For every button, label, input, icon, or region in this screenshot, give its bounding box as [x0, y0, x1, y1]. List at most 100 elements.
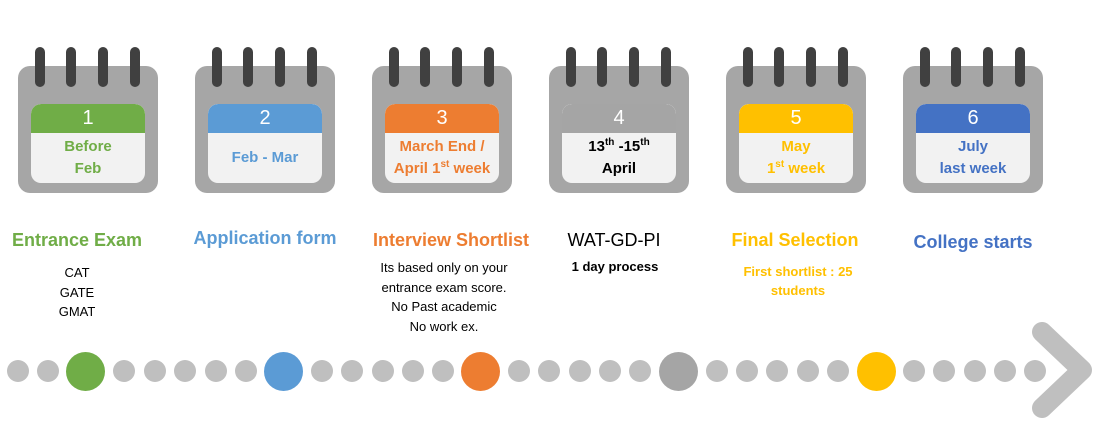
calendar-ring — [838, 47, 848, 87]
calendar-ring — [307, 47, 317, 87]
timeline-dot — [736, 360, 758, 382]
timeline-dot — [1024, 360, 1046, 382]
step-desc-line: No Past academic — [391, 299, 497, 314]
timeline-dot — [903, 360, 925, 382]
step-number: 4 — [562, 104, 676, 133]
calendar-ring — [806, 47, 816, 87]
step-date-line1: 13th -15th — [588, 137, 650, 156]
timeline-dot — [797, 360, 819, 382]
calendar-ring — [920, 47, 930, 87]
calendar-ring — [212, 47, 222, 87]
calendar-step-5: 5 May 1st week — [726, 47, 866, 193]
calendar-ring — [130, 47, 140, 87]
step-date-line1: May — [781, 138, 811, 155]
step-desc-1: CAT GATE GMAT — [0, 263, 172, 322]
calendar-ring — [983, 47, 993, 87]
timeline-dot — [964, 360, 986, 382]
timeline-dot — [599, 360, 621, 382]
calendar-ring — [597, 47, 607, 87]
step-date-line1: Feb - Mar — [231, 149, 299, 166]
timeline-dot — [174, 360, 196, 382]
timeline-dot-step-3 — [461, 352, 500, 391]
step-date: March End / April 1st week — [385, 133, 499, 183]
calendar-ring — [951, 47, 961, 87]
calendar-ring — [35, 47, 45, 87]
timeline-dot — [994, 360, 1016, 382]
calendar-ring — [661, 47, 671, 87]
calendar-ring — [452, 47, 462, 87]
step-number: 1 — [31, 104, 145, 133]
step-date: Feb - Mar — [208, 133, 322, 183]
calendar-sheet: 5 May 1st week — [739, 104, 853, 183]
calendar-sheet: 1 Before Feb — [31, 104, 145, 183]
calendar-ring — [566, 47, 576, 87]
step-title-4: WAT-GD-PI — [567, 230, 661, 250]
calendar-sheet: 3 March End / April 1st week — [385, 104, 499, 183]
timeline-dot — [113, 360, 135, 382]
step-title-6: College starts — [913, 232, 1033, 252]
timeline-dot — [538, 360, 560, 382]
timeline-dot — [432, 360, 454, 382]
calendar-sheet: 6 July last week — [916, 104, 1030, 183]
timeline-dot — [144, 360, 166, 382]
step-desc-5: First shortlist : 25 students — [703, 262, 893, 300]
timeline-dot — [372, 360, 394, 382]
step-number: 2 — [208, 104, 322, 133]
step-desc-line: entrance exam score. — [381, 279, 507, 295]
step-date-line2: last week — [939, 160, 1007, 177]
calendar-ring — [743, 47, 753, 87]
timeline-dot — [933, 360, 955, 382]
timeline-dot — [7, 360, 29, 382]
step-title-1: Entrance Exam — [11, 230, 143, 250]
step-date-line1: Before — [64, 138, 112, 155]
calendar-step-3: 3 March End / April 1st week — [372, 47, 512, 193]
calendar-ring — [629, 47, 639, 87]
timeline-dot — [827, 360, 849, 382]
timeline-dot — [205, 360, 227, 382]
chevron-right-icon — [1032, 322, 1092, 418]
timeline-dot — [766, 360, 788, 382]
calendar-step-6: 6 July last week — [903, 47, 1043, 193]
timeline-dot — [311, 360, 333, 382]
timeline-dot — [37, 360, 59, 382]
step-date-line2: 1st week — [766, 159, 826, 178]
calendar-ring — [243, 47, 253, 87]
timeline-dot-step-1 — [66, 352, 105, 391]
timeline-dot — [235, 360, 257, 382]
timeline-dot — [629, 360, 651, 382]
step-title-2: Application form — [193, 228, 337, 248]
step-desc-4: 1 day process — [520, 257, 710, 277]
step-desc-line: GMAT — [58, 304, 96, 319]
calendar-step-2: 2 Feb - Mar — [195, 47, 335, 193]
step-title-3: Interview Shortlist — [372, 230, 530, 250]
timeline-dot — [569, 360, 591, 382]
calendar-ring — [389, 47, 399, 87]
step-number: 5 — [739, 104, 853, 133]
step-desc-3: Its based only on your entrance exam sco… — [349, 258, 539, 336]
step-date-line2: April 1st week — [393, 159, 491, 178]
timeline-dot-step-2 — [264, 352, 303, 391]
step-number: 6 — [916, 104, 1030, 133]
step-date: Before Feb — [31, 133, 145, 183]
step-date-line2: Feb — [74, 160, 102, 177]
step-date-line2: April — [601, 160, 637, 177]
step-desc-line: No work ex. — [409, 318, 479, 334]
calendar-step-4: 4 13th -15th April — [549, 47, 689, 193]
calendar-ring — [1015, 47, 1025, 87]
timeline-dot — [706, 360, 728, 382]
step-desc-line: GATE — [59, 284, 95, 300]
timeline-dot-step-4 — [659, 352, 698, 391]
step-date: 13th -15th April — [562, 133, 676, 183]
step-desc-line: CAT — [64, 265, 90, 280]
timeline-dot — [341, 360, 363, 382]
calendar-ring — [98, 47, 108, 87]
calendar-ring — [275, 47, 285, 87]
step-desc-line: 1 day process — [571, 259, 659, 274]
step-desc-line: First shortlist : 25 — [743, 264, 853, 279]
step-date-line1: July — [957, 138, 988, 155]
step-desc-line: Its based only on your — [380, 260, 508, 275]
timeline-dot — [402, 360, 424, 382]
calendar-ring — [66, 47, 76, 87]
calendar-sheet: 2 Feb - Mar — [208, 104, 322, 183]
timeline-dot-step-5 — [857, 352, 896, 391]
